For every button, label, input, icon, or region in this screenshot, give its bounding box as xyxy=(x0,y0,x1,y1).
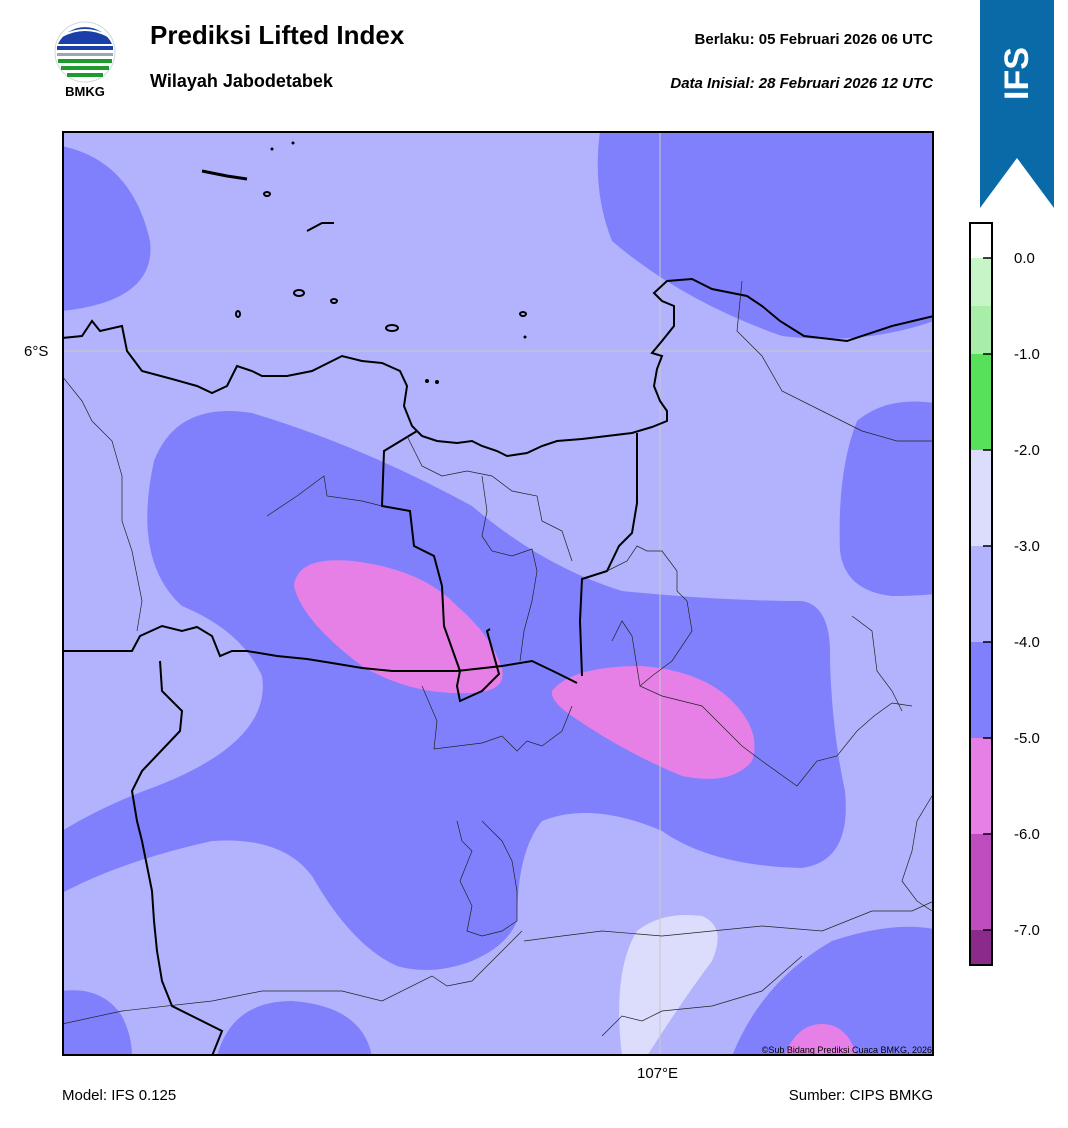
colorbar-band xyxy=(969,834,993,930)
island xyxy=(425,379,429,383)
colorbar-tick-label: 0.0 xyxy=(1014,250,1035,267)
island xyxy=(519,311,527,317)
island xyxy=(330,298,338,304)
province-boundary xyxy=(62,624,578,684)
ifs-banner-text: IFS xyxy=(998,47,1036,100)
copyright-text: ©Sub Bidang Prediksi Cuaca BMKG, 2026 xyxy=(761,1045,932,1055)
colorbar-band xyxy=(969,738,993,834)
contour-band-4to5 xyxy=(732,926,934,1056)
colorbar-band xyxy=(969,222,993,258)
colorbar-band xyxy=(969,258,993,306)
colorbar-band xyxy=(969,450,993,546)
island xyxy=(523,335,527,339)
colorbar-band xyxy=(969,642,993,738)
colorbar-band xyxy=(969,306,993,354)
model-label: Model: IFS 0.125 xyxy=(62,1087,177,1104)
island xyxy=(306,222,334,232)
map-canvas xyxy=(62,131,934,1056)
island xyxy=(291,141,295,145)
latitude-label: 6°S xyxy=(24,343,49,360)
colorbar-tick-label: -4.0 xyxy=(1014,634,1040,651)
province-boundary xyxy=(380,430,501,703)
colorbar-band xyxy=(969,930,993,966)
province-boundary xyxy=(130,660,224,1056)
contour-band-4to5 xyxy=(217,1001,372,1056)
contour-band-4to5 xyxy=(62,990,132,1056)
colorbar-tick-label: -5.0 xyxy=(1014,730,1040,747)
contour-band-2to3 xyxy=(619,915,718,1056)
regency-boundaries xyxy=(62,280,934,1037)
colorbar-tick-label: -1.0 xyxy=(1014,346,1040,363)
province-boundary xyxy=(578,433,638,677)
island xyxy=(435,380,439,384)
colorbar-tick-label: -7.0 xyxy=(1014,922,1040,939)
contour-band-5to6 xyxy=(551,666,755,779)
bmkg-logo: BMKG xyxy=(52,20,118,100)
island xyxy=(263,191,271,197)
contour-band-4to5 xyxy=(839,401,934,596)
island xyxy=(293,289,305,297)
valid-time: Berlaku: 05 Februari 2026 06 UTC xyxy=(694,31,933,48)
island xyxy=(201,169,248,181)
colorbar-band xyxy=(969,546,993,642)
contour-band-5to6 xyxy=(784,1024,857,1056)
colorbar-tick-label: -3.0 xyxy=(1014,538,1040,555)
colorbar-tick-label: -2.0 xyxy=(1014,442,1040,459)
colorbar-band xyxy=(969,354,993,450)
region-subtitle: Wilayah Jabodetabek xyxy=(150,71,333,91)
island xyxy=(385,324,399,332)
source-label: Sumber: CIPS BMKG xyxy=(788,1087,933,1104)
colorbar xyxy=(969,222,993,966)
longitude-label: 107°E xyxy=(637,1065,679,1082)
logo-text: BMKG xyxy=(65,84,105,99)
colorbar-frame xyxy=(969,222,993,966)
init-time: Data Inisial: 28 Februari 2026 12 UTC xyxy=(670,75,933,92)
coastline xyxy=(62,277,934,458)
contour-band-5to6 xyxy=(294,560,503,694)
colorbar-tick-label: -6.0 xyxy=(1014,826,1040,843)
island xyxy=(270,147,274,151)
contour-band-4to5 xyxy=(62,146,151,311)
bmkg-logo-icon xyxy=(54,21,116,83)
ifs-banner: IFS xyxy=(980,0,1054,208)
contour-band-4to5 xyxy=(597,131,934,339)
lifted-index-map xyxy=(62,131,934,1056)
island xyxy=(235,310,241,318)
map-frame xyxy=(62,131,934,1056)
page-title: Prediksi Lifted Index xyxy=(150,20,405,50)
